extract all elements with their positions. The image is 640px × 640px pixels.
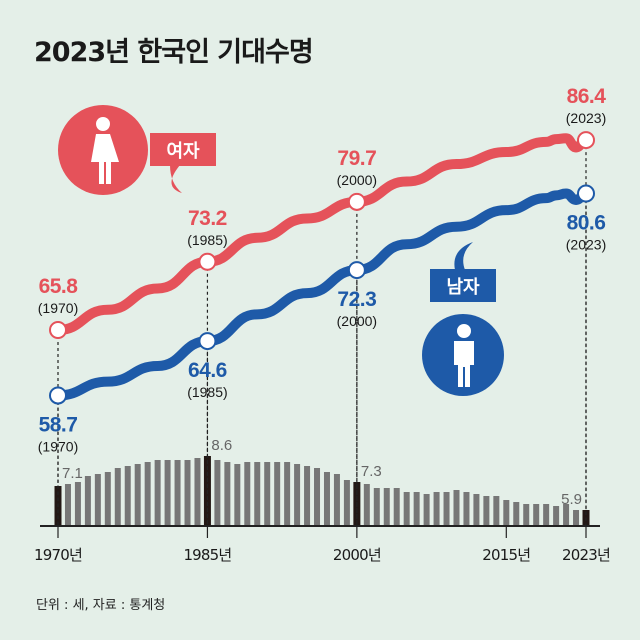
x-tick-label: 2000년 (333, 546, 381, 564)
gap-bar-2002 (373, 488, 380, 526)
year-label: (1970) (38, 438, 78, 454)
gap-bar-1986 (214, 460, 221, 526)
gap-bar-1983 (184, 460, 191, 526)
gap-bar-2022 (573, 510, 580, 526)
gap-bar-2007 (423, 494, 430, 526)
gap-bar-2013 (483, 496, 490, 526)
year-label: (2000) (337, 313, 377, 329)
data-point-2023 (577, 131, 595, 150)
data-point-2000 (347, 192, 366, 211)
gap-bar-1989 (244, 462, 251, 526)
footnote: 단위 : 세, 자료 : 통계청 (36, 598, 166, 613)
gap-bar-2016 (513, 502, 520, 526)
gap-bar-1980 (154, 460, 161, 526)
gap-bar-1993 (284, 462, 291, 526)
value-label: 65.8 (39, 275, 79, 298)
gap-bar-1994 (294, 464, 301, 526)
value-label: 72.3 (337, 288, 376, 311)
x-tick-label: 1985년 (183, 546, 231, 564)
gap-bar-1977 (124, 466, 131, 526)
gap-bar-1982 (174, 460, 181, 526)
data-point-1985 (198, 252, 217, 271)
gap-bar-1990 (254, 462, 261, 526)
gap-bar-label: 5.9 (561, 491, 582, 508)
gap-bar-1995 (304, 466, 311, 526)
year-label: (2000) (337, 172, 377, 188)
female-series-line (53, 133, 591, 335)
gap-bar-1984 (194, 458, 201, 526)
gap-bar-1992 (274, 462, 281, 526)
year-label: (2023) (566, 110, 606, 126)
data-point-1985 (198, 332, 217, 351)
year-label: (1985) (187, 232, 227, 248)
male-person-icon (422, 314, 504, 396)
value-label: 86.4 (567, 85, 607, 108)
data-point-2000 (347, 261, 366, 280)
data-point-2023 (577, 184, 595, 203)
gap-bar-1976 (114, 468, 121, 526)
gap-bar-1999 (343, 480, 350, 526)
gap-bar-1981 (164, 460, 171, 526)
gap-bar-2017 (523, 504, 530, 526)
female-person-icon (58, 105, 148, 195)
value-label: 64.6 (188, 359, 227, 382)
gap-bar-2015 (503, 500, 510, 526)
male-legend-label: 남자 (446, 277, 480, 298)
value-label: 80.6 (567, 212, 606, 235)
value-label: 58.7 (39, 413, 78, 436)
x-tick-label: 1970년 (34, 546, 82, 564)
year-label: (1970) (38, 300, 78, 316)
gap-bar-1991 (264, 462, 271, 526)
gap-bar-2021 (563, 504, 570, 526)
gap-bar-label: 8.6 (211, 437, 232, 454)
male-legend-tag: 남자 (430, 242, 496, 302)
gap-bar-2005 (403, 492, 410, 526)
data-point-1970 (49, 386, 67, 405)
year-label: (2023) (566, 237, 606, 253)
chart-title: 2023년 한국인 기대수명 (34, 37, 314, 68)
year-label: (1985) (187, 384, 227, 400)
gap-bar-1988 (234, 464, 241, 526)
gap-bar-1972 (74, 482, 81, 526)
female-legend-tag: 여자 (150, 133, 216, 193)
gap-bar-1979 (144, 462, 151, 526)
gap-bar-1978 (134, 464, 141, 526)
female-legend-label: 여자 (166, 141, 200, 162)
gap-bar-1974 (94, 474, 101, 526)
gap-bar-2019 (543, 504, 550, 526)
gap-bar-2014 (493, 496, 500, 526)
gap-bar-1971 (64, 484, 71, 526)
gap-bar-2018 (533, 504, 540, 526)
gap-bar-1987 (224, 462, 231, 526)
gap-bar-2006 (413, 492, 420, 526)
gap-bar-2001 (363, 484, 370, 526)
gap-bar-1997 (323, 472, 330, 526)
gap-bar-1998 (333, 474, 340, 526)
gap-bar-2011 (463, 492, 470, 526)
gap-bar-2010 (453, 490, 460, 526)
gap-bar-2003 (383, 488, 390, 526)
gap-bar-1996 (314, 468, 321, 526)
gap-bar-2004 (393, 488, 400, 526)
gap-bar-2012 (473, 494, 480, 526)
x-tick-label: 2015년 (482, 546, 530, 564)
gap-bar-2008 (433, 492, 440, 526)
male-series-line (53, 188, 591, 401)
value-label: 79.7 (337, 147, 376, 170)
x-tick-label: 2023년 (562, 546, 610, 564)
gap-bar-2009 (443, 492, 450, 526)
gap-bar-label: 7.1 (62, 465, 83, 482)
gap-bar-label: 7.3 (361, 463, 382, 480)
gap-bar-1975 (104, 472, 111, 526)
value-label: 73.2 (188, 207, 227, 230)
gap-bar-1973 (84, 476, 91, 526)
gap-bar-2020 (553, 506, 560, 526)
data-point-1970 (49, 321, 67, 339)
